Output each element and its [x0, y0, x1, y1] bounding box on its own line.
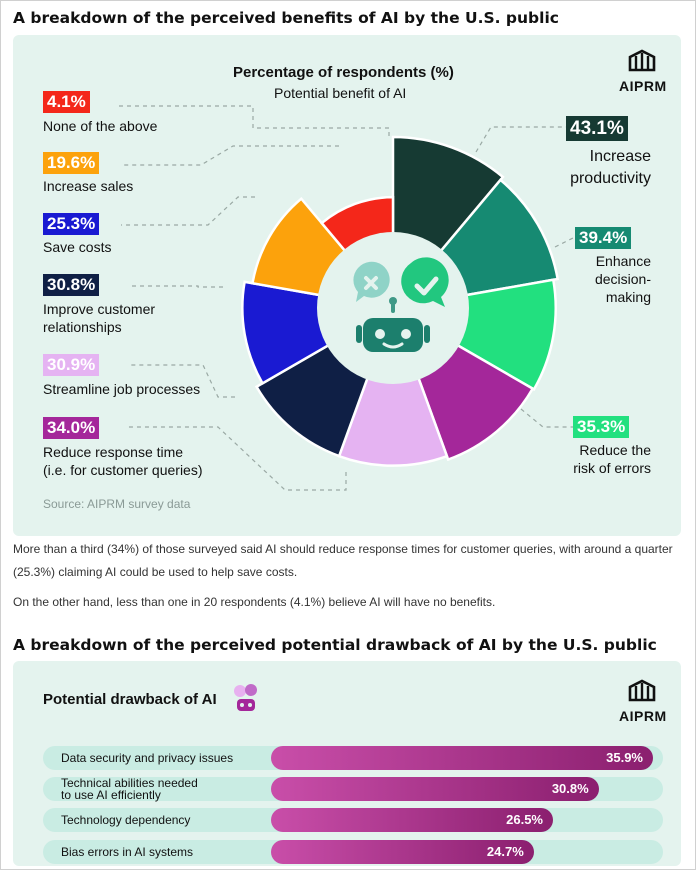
label-line: Increase [589, 148, 651, 165]
label-streamline: Streamline job processes [43, 381, 201, 397]
bar-value-label: 24.7% [486, 844, 524, 859]
label-response: Reduce response time (i.e. for customer … [43, 443, 203, 479]
label-line: risk of errors [573, 460, 651, 476]
aiprm-logo-icon [628, 679, 656, 702]
bar-label-line: to use AI efficiently [61, 788, 161, 802]
value-badge-sales: 19.6% [43, 152, 100, 174]
value-badge-streamline: 30.9% [43, 354, 100, 376]
pie-slice [337, 304, 449, 467]
value-badge-errors: 35.3% [573, 416, 630, 438]
bar-row: Bias errors in AI systems 24.7% [43, 840, 663, 864]
drawbacks-chart-panel: Potential drawback of AI AIPRM Data secu… [13, 661, 681, 866]
label-line: decision- [594, 271, 651, 287]
bar-row: Technical abilities needed to use AI effi… [43, 777, 663, 801]
label-line: relationships [43, 319, 122, 335]
leader-lines [118, 105, 575, 491]
label-decision: Enhance decision- making [595, 252, 651, 306]
value-badge-productivity: 43.1% [566, 116, 628, 141]
label-line: Reduce response time [43, 444, 184, 460]
bar: 24.7% [271, 840, 534, 864]
robot-icon [234, 684, 257, 711]
pie-chart [118, 105, 575, 491]
label-line: (i.e. for customer queries) [43, 462, 203, 478]
value-badge-costs: 25.3% [43, 213, 100, 235]
bar-value-label: 35.9% [606, 750, 643, 765]
aiprm-logo-icon [628, 49, 656, 72]
bar-value-label: 26.5% [506, 812, 543, 827]
bar: 30.8% [271, 777, 599, 801]
bar-chart-title: Potential drawback of AI [43, 691, 217, 708]
section1-heading: A breakdown of the perceived benefits of… [13, 9, 559, 27]
bar-label-line: Technical abilities needed [61, 776, 198, 790]
chart-subtitle: Potential benefit of AI [274, 85, 407, 101]
chart-title: Percentage of respondents (%) [233, 64, 454, 81]
label-productivity: Increase productivity [570, 146, 651, 190]
brand-name: AIPRM [619, 708, 667, 724]
bar-category-label: Bias errors in AI systems [61, 845, 194, 859]
bar-row: Technology dependency 26.5% [43, 808, 663, 832]
bar-category-label: Technology dependency [61, 813, 191, 827]
label-line: making [605, 289, 651, 305]
value-badge-response: 34.0% [43, 417, 100, 439]
label-sales: Increase sales [43, 178, 134, 194]
label-line: Reduce the [579, 442, 651, 458]
paragraph-2: On the other hand, less than one in 20 r… [13, 595, 496, 609]
paragraph-1: More than a third (34%) of those surveye… [13, 542, 673, 579]
bar-category-label: Technical abilities needed to use AI effi… [61, 777, 271, 801]
label-line: productivity [570, 170, 651, 187]
label-line: Enhance [595, 253, 651, 269]
value-badge-relationships: 30.8% [43, 274, 100, 296]
label-errors: Reduce the risk of errors [573, 441, 651, 477]
label-costs: Save costs [43, 239, 112, 255]
bar-category-label: Data security and privacy issues [61, 751, 234, 765]
label-relationships: Improve customer relationships [43, 300, 155, 336]
label-line: Improve customer [43, 301, 156, 317]
benefits-chart-panel: Percentage of respondents (%) Potential … [13, 35, 681, 536]
section2-heading: A breakdown of the perceived potential d… [13, 636, 657, 654]
bar-value-label: 30.8% [551, 781, 589, 796]
source-note: Source: AIPRM survey data [43, 497, 191, 511]
value-badge-none: 4.1% [43, 91, 90, 113]
robot-icon [353, 257, 449, 352]
brand-name: AIPRM [619, 78, 667, 94]
bar: 35.9% [271, 746, 653, 770]
value-badge-decision: 39.4% [575, 227, 632, 249]
bar-row: Data security and privacy issues 35.9% [43, 746, 663, 770]
label-none: None of the above [43, 118, 158, 134]
bar: 26.5% [271, 808, 553, 832]
